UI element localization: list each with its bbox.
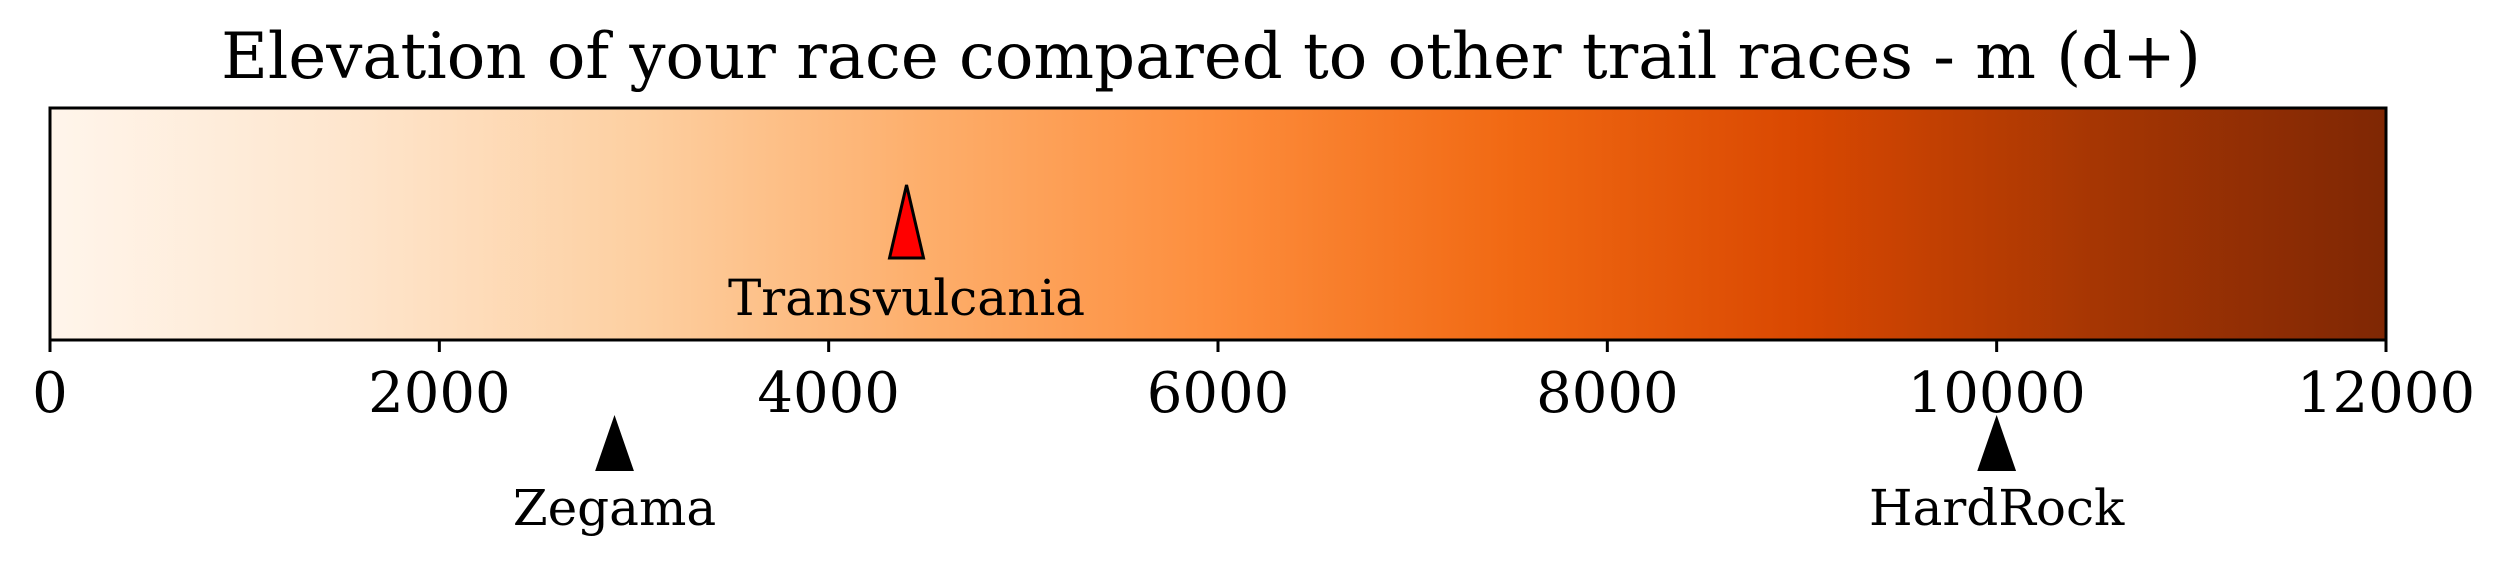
x-tick-label: 8000: [1536, 361, 1679, 426]
your-race-label: Transvulcania: [728, 269, 1085, 327]
x-tick-label: 0: [32, 361, 68, 426]
x-tick-label: 2000: [368, 361, 511, 426]
colorbar: [48, 106, 2388, 342]
chart-title: Elevation of your race compared to other…: [221, 20, 2201, 94]
x-tick-label: 4000: [757, 361, 900, 426]
x-tick-label: 12000: [2297, 361, 2475, 426]
race-label: Zegama: [513, 479, 716, 537]
your-race-marker: [887, 184, 926, 260]
race-label: HardRock: [1869, 479, 2125, 537]
x-tick-label: 6000: [1147, 361, 1290, 426]
race-marker: [595, 414, 634, 471]
race-marker: [1977, 414, 2017, 471]
